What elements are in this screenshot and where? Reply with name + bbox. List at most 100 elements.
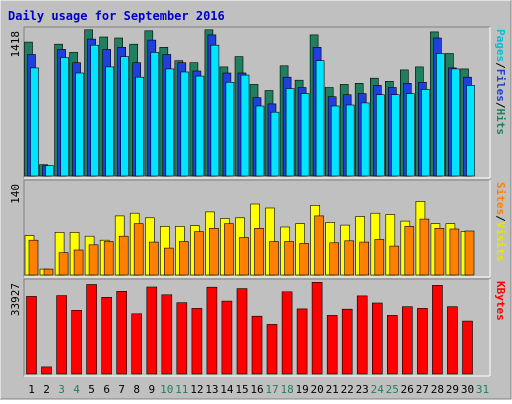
bar-sites-day-12 [194, 231, 204, 276]
bar-sites-day-22 [344, 240, 355, 276]
bar-kbytes-day-9 [146, 286, 158, 375]
legend-separator: / [494, 215, 507, 222]
bar-pages-day-9 [150, 52, 160, 177]
bar-sites-day-24 [374, 239, 385, 276]
bar-pages-day-8 [135, 76, 144, 177]
bar-pages-day-2 [45, 165, 54, 177]
bar-kbytes-day-21 [326, 315, 338, 375]
bar-kbytes-day-14 [221, 300, 233, 375]
bar-kbytes-day-19 [296, 308, 308, 375]
bar-pages-day-18 [285, 88, 295, 177]
legend-hits: Hits [494, 109, 507, 136]
bar-sites-day-16 [254, 228, 264, 276]
x-tick-label-19: 19 [295, 383, 308, 396]
legend-separator: / [494, 102, 507, 109]
bar-sites-day-7 [118, 235, 129, 276]
panel-kbytes-ymax-label: 33927 [9, 283, 22, 316]
panel-hits-ymax-label: 1418 [9, 31, 22, 58]
x-tick-label-1: 1 [28, 383, 35, 396]
x-tick-label-30: 30 [461, 383, 474, 396]
bar-pages-day-24 [375, 94, 385, 177]
x-tick-label-20: 20 [310, 383, 323, 396]
bar-sites-day-9 [149, 241, 159, 276]
bar-kbytes-day-3 [56, 295, 67, 375]
x-tick-label-15: 15 [235, 383, 248, 396]
x-tick-label-7: 7 [118, 383, 125, 396]
bar-sites-day-18 [284, 241, 294, 276]
bar-kbytes-day-28 [432, 284, 443, 375]
x-tick-label-22: 22 [341, 383, 354, 396]
panel-hits: 1418 Pages/Files/Hits [9, 26, 507, 179]
panel-visits-legend: Sites/Visits [494, 182, 507, 262]
bar-kbytes-day-26 [401, 306, 413, 375]
panel-hits-legend: Pages/Files/Hits [494, 29, 507, 135]
bar-sites-day-26 [404, 226, 415, 276]
bar-kbytes-day-1 [26, 296, 37, 375]
x-tick-label-31: 31 [476, 383, 489, 396]
bar-kbytes-day-11 [176, 302, 188, 375]
legend-separator: / [494, 62, 507, 69]
bar-pages-day-26 [405, 93, 415, 177]
bar-kbytes-day-6 [101, 296, 112, 375]
x-tick-label-18: 18 [280, 383, 293, 396]
bar-sites-day-10 [164, 247, 174, 276]
bar-sites-day-1 [28, 239, 39, 276]
x-tick-label-3: 3 [58, 383, 65, 396]
bar-sites-day-27 [419, 218, 430, 276]
bar-kbytes-day-29 [447, 306, 458, 375]
bar-pages-day-11 [180, 71, 190, 177]
bar-sites-day-28 [434, 228, 445, 276]
bar-sites-day-11 [179, 241, 189, 276]
bar-sites-day-30 [464, 230, 475, 276]
bar-kbytes-day-24 [371, 302, 383, 375]
x-tick-label-4: 4 [73, 383, 80, 396]
bar-pages-day-16 [255, 105, 265, 177]
bar-sites-day-3 [58, 252, 69, 276]
x-tick-label-14: 14 [220, 383, 234, 396]
bar-sites-day-29 [449, 228, 460, 276]
bar-pages-day-13 [210, 44, 220, 177]
bar-pages-day-21 [330, 105, 340, 177]
x-tick-label-29: 29 [446, 383, 459, 396]
x-tick-label-5: 5 [88, 383, 95, 396]
x-tick-label-2: 2 [43, 383, 50, 396]
legend-kbytes: KBytes [494, 281, 507, 321]
bar-sites-day-14 [224, 223, 234, 276]
legend-files: Files [494, 69, 507, 102]
bar-pages-day-19 [300, 93, 310, 177]
x-tick-label-21: 21 [326, 383, 339, 396]
bar-pages-day-29 [451, 68, 460, 177]
x-tick-label-28: 28 [431, 383, 444, 396]
bar-pages-day-17 [270, 111, 280, 177]
bar-pages-day-27 [421, 89, 430, 177]
bar-kbytes-day-27 [417, 308, 428, 375]
chart-title: Daily usage for September 2016 [8, 9, 225, 23]
bar-kbytes-day-10 [161, 294, 173, 375]
bar-pages-day-3 [60, 57, 69, 177]
chart-panels: 1418 Pages/Files/Hits 140 Sites/Visits 33927… [9, 26, 507, 377]
bar-sites-day-21 [329, 242, 340, 276]
panel-kbytes: 33927 KBytes [9, 278, 507, 377]
bar-kbytes-day-4 [71, 309, 82, 375]
x-tick-label-11: 11 [175, 383, 188, 396]
x-tick-label-9: 9 [148, 383, 155, 396]
x-tick-label-17: 17 [265, 383, 278, 396]
panel-visits-ymax-label: 140 [9, 184, 22, 204]
bar-pages-day-1 [30, 67, 39, 177]
bar-sites-day-25 [389, 245, 400, 276]
bar-kbytes-day-30 [462, 320, 473, 375]
bar-kbytes-day-2 [41, 366, 52, 375]
bar-sites-day-19 [299, 243, 309, 276]
bar-kbytes-day-23 [356, 295, 368, 375]
bar-kbytes-day-16 [251, 315, 263, 375]
bar-sites-day-13 [209, 228, 219, 276]
bar-sites-day-4 [73, 249, 84, 276]
bar-kbytes-day-18 [281, 291, 293, 375]
bar-sites-day-6 [103, 241, 114, 276]
bar-kbytes-day-25 [386, 315, 398, 375]
bar-kbytes-day-7 [116, 290, 127, 375]
x-axis: 1 2 3 4 5 6 7 8 9 10 11 12 13 14 15 16 17 18 19 20 21 22 23 24 2… [28, 383, 489, 396]
x-tick-label-12: 12 [190, 383, 203, 396]
bar-sites-day-17 [269, 241, 279, 276]
bar-pages-day-10 [165, 68, 175, 177]
